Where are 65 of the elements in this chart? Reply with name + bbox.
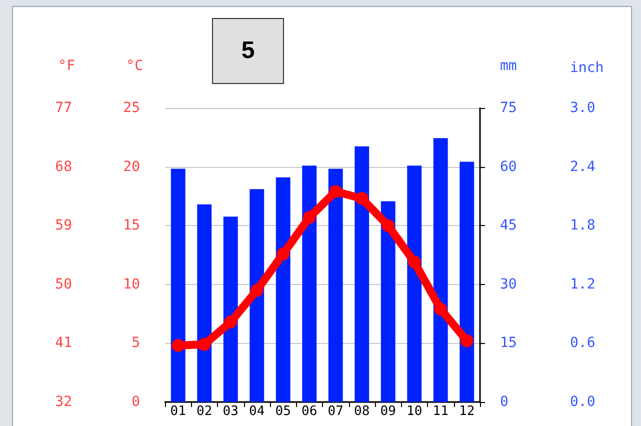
text: 0.6 (570, 335, 596, 352)
bar (460, 162, 474, 402)
text: inch (570, 60, 604, 76)
y3-tick-label: 59 (55, 218, 72, 234)
y2-tick-label: 75 (500, 100, 517, 116)
y-axis-title: °C (126, 58, 143, 74)
y-tick-label: 0 (132, 394, 140, 410)
point (382, 219, 395, 232)
x-tick-label: 10 (406, 404, 422, 419)
y2-tick-label: 30 (500, 276, 517, 292)
point (198, 338, 211, 351)
point (329, 185, 342, 198)
x-tick-label: 05 (275, 404, 291, 419)
text: 1.8 (570, 218, 596, 234)
y2-tick-label: 60 (500, 158, 517, 175)
point (224, 316, 238, 329)
x-tick-label: 09 (380, 404, 396, 419)
x-tick-label: 11 (432, 404, 448, 419)
point (434, 302, 448, 316)
text: 2.4 (570, 158, 596, 175)
point (250, 284, 264, 297)
bar (433, 138, 448, 402)
y3-tick-label: 41 (55, 335, 72, 352)
y3-tick-label: 77 (55, 100, 72, 116)
y-tick-label: 15 (123, 218, 140, 234)
bar (276, 177, 290, 402)
text: 5 (212, 18, 284, 84)
point (302, 210, 316, 224)
y3-tick-label: 32 (55, 394, 72, 410)
bar (380, 201, 396, 402)
point (408, 256, 421, 269)
y-tick-label: 25 (123, 100, 140, 116)
point (355, 192, 368, 206)
text: 3.0 (570, 100, 596, 116)
x-tick-label: 03 (222, 404, 238, 419)
bar (197, 204, 212, 402)
x-tick-label: 08 (354, 404, 370, 419)
bar (250, 189, 264, 402)
bar (354, 146, 370, 402)
y3-tick-label: 50 (55, 276, 72, 292)
y-tick-label: 20 (123, 158, 140, 175)
y2-tick-label: 45 (500, 218, 517, 234)
point (276, 247, 290, 260)
x-tick-label: 12 (459, 404, 475, 419)
x-tick-label: 04 (249, 404, 265, 419)
y2-tick-label: 0 (500, 394, 508, 410)
x-tick-label: 06 (302, 404, 318, 419)
bar (170, 168, 186, 402)
text: 1.2 (570, 276, 596, 292)
y2-tick-label: 15 (500, 335, 517, 352)
point (172, 339, 185, 352)
y3-tick-label: 68 (55, 158, 72, 175)
x-tick-label: 01 (170, 404, 186, 419)
x-tick-label: 02 (196, 404, 212, 419)
bar (328, 168, 343, 402)
bar (223, 216, 238, 402)
point (460, 334, 474, 348)
text: 0.0 (570, 394, 596, 410)
y-tick-label: 5 (132, 335, 140, 352)
bar (302, 166, 317, 402)
y2-axis-title: mm (500, 58, 517, 74)
y-tick-label: 10 (123, 276, 140, 292)
y3-axis-title: °F (58, 58, 75, 74)
x-tick-label: 07 (328, 404, 344, 419)
bar (407, 166, 422, 402)
